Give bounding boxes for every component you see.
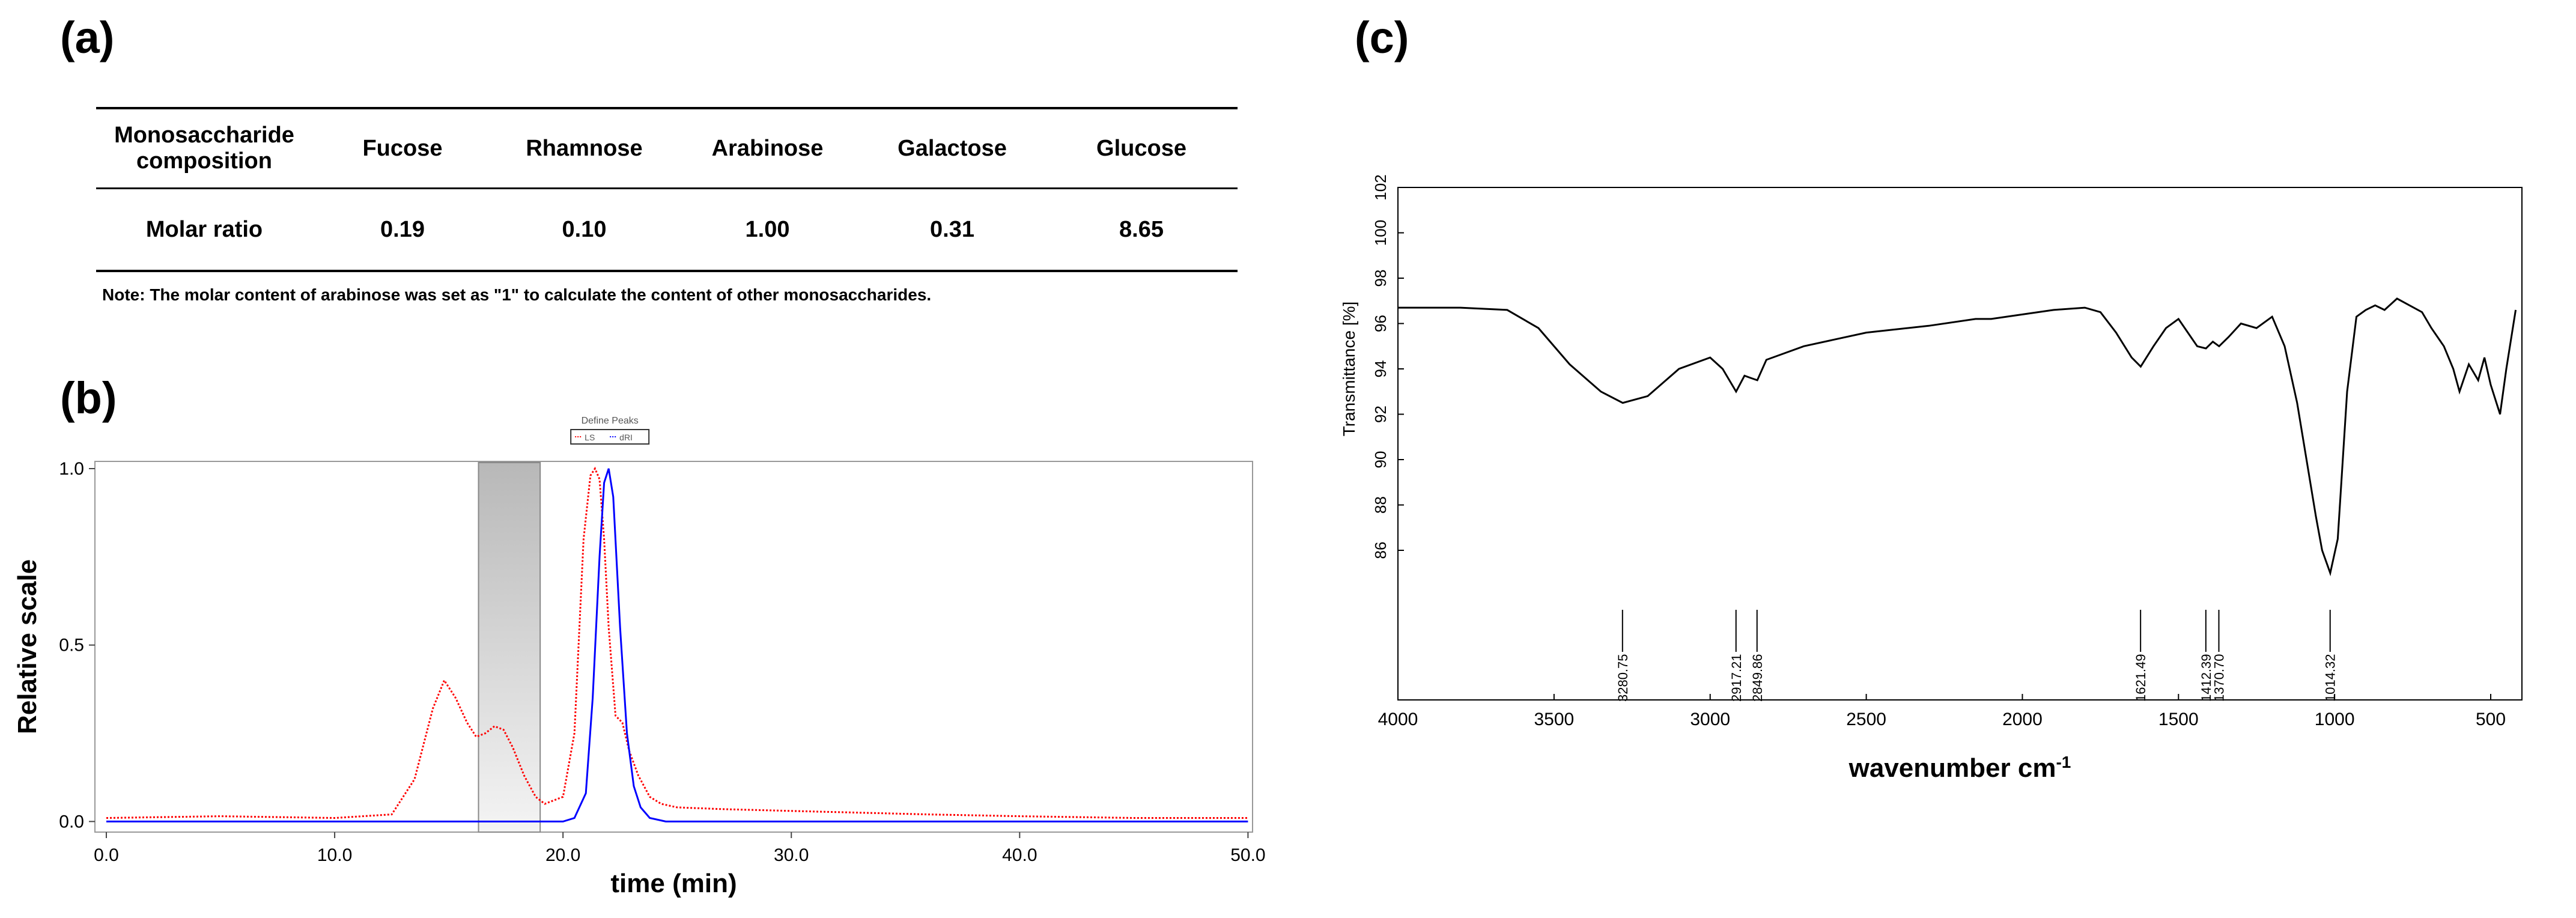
- column-header: Galactose: [898, 135, 1007, 161]
- y-tick-label: 94: [1372, 360, 1390, 378]
- peak-label: 3280.75: [1615, 654, 1630, 702]
- y-tick-label: 86: [1372, 542, 1390, 559]
- y-axis-label: Relative scale: [13, 559, 42, 734]
- series-line-ls: [106, 466, 1248, 819]
- y-tick-label: 0.5: [59, 636, 84, 655]
- legend-title: Define Peaks: [582, 416, 639, 426]
- y-tick-label: 102: [1372, 174, 1390, 200]
- panel-label-c: (c): [1355, 13, 1409, 62]
- table-row: Molar ratio 0.19 0.10 1.00 0.31 8.65: [96, 189, 1238, 270]
- row-label: Molar ratio: [145, 216, 263, 242]
- y-tick-label: 100: [1372, 220, 1390, 246]
- column-header: Rhamnose: [526, 135, 643, 161]
- x-tick-label: 0.0: [94, 845, 119, 865]
- panel-label-a: (a): [60, 13, 115, 62]
- x-tick-label: 3000: [1690, 710, 1730, 729]
- y-tick-label: 1.0: [59, 459, 84, 479]
- y-tick-label: 92: [1372, 406, 1390, 423]
- table-cell: 0.31: [930, 216, 974, 242]
- table-top-rule: [96, 107, 1238, 109]
- chart-b-gpc: 0.0 10.0 20.0 30.0 40.0 50.0 0.0 0.5 1.0 time (mi…: [13, 416, 1266, 898]
- peak-label: 2849.86: [1750, 654, 1765, 702]
- table-header-label: Monosaccharide composition: [96, 123, 312, 174]
- peak-label: 1412.39: [2199, 654, 2214, 702]
- plot-frame: [94, 461, 1253, 833]
- y-tick-label: 0.0: [59, 812, 84, 831]
- x-tick-label: 2500: [1846, 710, 1886, 729]
- legend-entry: dRI: [619, 433, 633, 442]
- plot-frame: [1397, 187, 2523, 701]
- y-axis-label: Transmittance [%]: [1340, 302, 1358, 437]
- peak-label: 1621.49: [2133, 654, 2148, 702]
- x-tick-label: 2000: [2002, 710, 2043, 729]
- x-tick-label: 500: [2476, 710, 2506, 729]
- header-label-line-1: Monosaccharide: [114, 123, 294, 148]
- table-note: Note: The molar content of arabinose was…: [102, 285, 932, 304]
- legend-box: [570, 429, 650, 445]
- column-header: Fucose: [362, 135, 443, 161]
- legend-entry: LS: [585, 433, 595, 442]
- shaded-region: [478, 462, 541, 833]
- peak-label: 2917.21: [1729, 654, 1744, 702]
- panel-label-b: (b): [60, 373, 117, 423]
- table-cell: 0.10: [562, 216, 607, 242]
- table-mid-rule: [96, 187, 1238, 189]
- monosaccharide-table: Monosaccharide composition Fucose Rhamno…: [96, 107, 1238, 305]
- x-tick-label: 1500: [2158, 710, 2199, 729]
- x-tick-label: 3500: [1534, 710, 1574, 729]
- y-tick-label: 96: [1372, 315, 1390, 332]
- column-header: Arabinose: [711, 135, 824, 161]
- y-tick-label: 90: [1372, 451, 1390, 469]
- chart-c-ftir: 86 88 90 92 94 96 98 100 102 4000 3500 3000 2500 2000…: [1340, 174, 2523, 783]
- table-bottom-rule: [96, 270, 1238, 272]
- x-tick-label: 30.0: [774, 845, 809, 865]
- y-tick-label: 88: [1372, 496, 1390, 514]
- series-line-dri: [106, 468, 1248, 822]
- x-axis-label: time (min): [610, 869, 737, 898]
- y-tick-label: 98: [1372, 270, 1390, 287]
- x-tick-label: 50.0: [1230, 845, 1265, 865]
- table-cell: 0.19: [380, 216, 425, 242]
- table-cell: 1.00: [745, 216, 790, 242]
- x-tick-label: 4000: [1378, 710, 1418, 729]
- peak-label: 1014.32: [2323, 654, 2338, 702]
- table-cell: 8.65: [1119, 216, 1164, 242]
- table-header-row: Monosaccharide composition Fucose Rhamno…: [96, 109, 1238, 187]
- x-tick-label: 1000: [2315, 710, 2355, 729]
- x-axis-label: wavenumber cm-1: [1848, 753, 2071, 783]
- peak-label: 1370.70: [2212, 654, 2227, 702]
- x-tick-label: 40.0: [1002, 845, 1037, 865]
- column-header: Glucose: [1096, 135, 1186, 161]
- x-tick-label: 20.0: [545, 845, 580, 865]
- header-label-line-2: composition: [136, 148, 272, 174]
- spectrum-line: [1398, 297, 2517, 577]
- x-tick-label: 10.0: [317, 845, 352, 865]
